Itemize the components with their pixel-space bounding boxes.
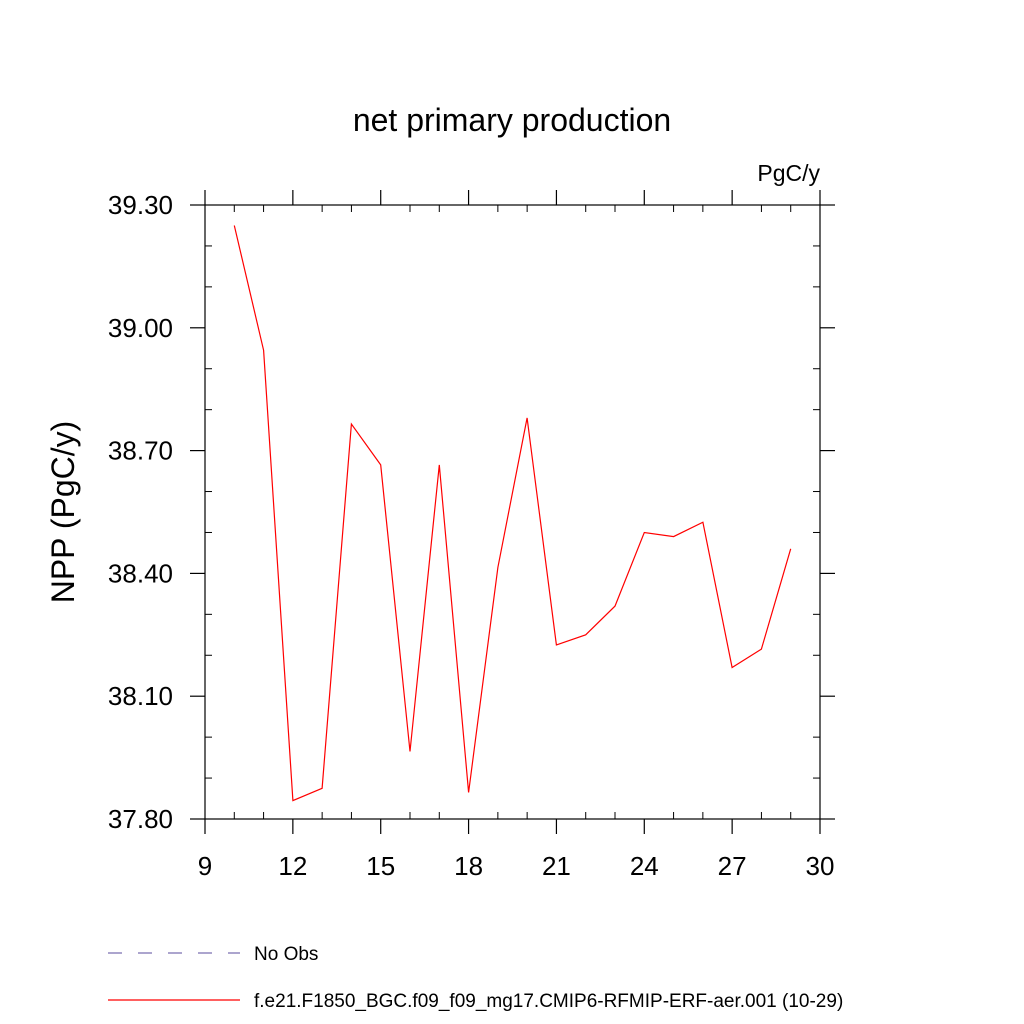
y-tick-label: 38.40 [108, 558, 173, 588]
legend-label: No Obs [254, 944, 318, 965]
y-tick-label: 38.10 [108, 681, 173, 711]
series-group [233, 225, 792, 802]
units-label: PgC/y [757, 160, 820, 186]
x-tick-label: 12 [278, 851, 307, 881]
x-tick-label: 21 [542, 851, 571, 881]
x-tick-label: 15 [366, 851, 395, 881]
x-tick-label: 24 [630, 851, 659, 881]
tick-group: 9 12 15 18 21 24 27 30 37.80 38.10 38.40 38.70 39.00… [108, 190, 835, 881]
plot-frame-group [204, 204, 821, 820]
chart-title: net primary production [353, 102, 671, 138]
x-tick-label: 9 [198, 851, 212, 881]
x-tick-label: 30 [806, 851, 835, 881]
y-tick-label: 37.80 [108, 804, 173, 834]
y-axis-label: NPP (PgC/y) [45, 421, 81, 604]
plot-frame [204, 204, 821, 820]
legend: No Obs f.e21.F1850_BGC.f09_f09_mg17.CMIP6… [108, 944, 843, 1012]
x-tick-label: 27 [718, 851, 747, 881]
x-tick-label: 18 [454, 851, 483, 881]
legend-label: f.e21.F1850_BGC.f09_f09_mg17.CMIP6-RFMIP… [254, 991, 843, 1012]
y-tick-label: 39.30 [108, 190, 173, 220]
series-line [233, 225, 792, 802]
y-tick-label: 39.00 [108, 313, 173, 343]
y-tick-label: 38.70 [108, 436, 173, 466]
